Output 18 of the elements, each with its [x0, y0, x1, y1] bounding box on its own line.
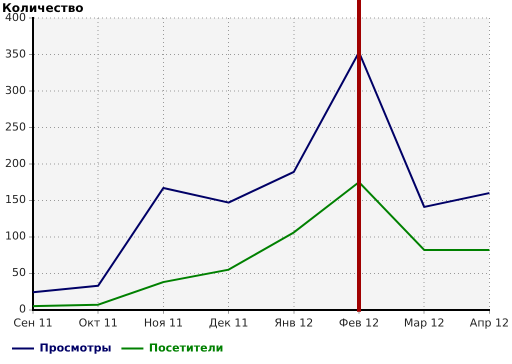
y-tick-label: 150: [4, 193, 26, 206]
y-tick-label: 300: [4, 84, 26, 97]
y-tick-label: 350: [4, 47, 26, 60]
x-tick-label: Апр 12: [470, 316, 510, 330]
y-tick-label: 200: [4, 156, 26, 170]
legend-label: Посетители: [148, 341, 224, 354]
x-tick-label: Сен 11: [13, 316, 53, 330]
x-tick-label: Фев 12: [338, 316, 380, 330]
x-tick-label: Ноя 11: [144, 316, 183, 330]
y-tick-label: 250: [4, 120, 26, 134]
x-tick-label: Мар 12: [404, 316, 445, 330]
x-tick-label: Янв 12: [274, 316, 314, 330]
x-tick-label: Дек 11: [208, 316, 248, 330]
y-tick-label: 50: [12, 266, 26, 280]
y-tick-label: 100: [4, 230, 26, 243]
x-tick-label: Окт 11: [78, 316, 118, 330]
legend-label: Просмотры: [40, 341, 112, 354]
y-tick-label: 0: [18, 302, 26, 316]
